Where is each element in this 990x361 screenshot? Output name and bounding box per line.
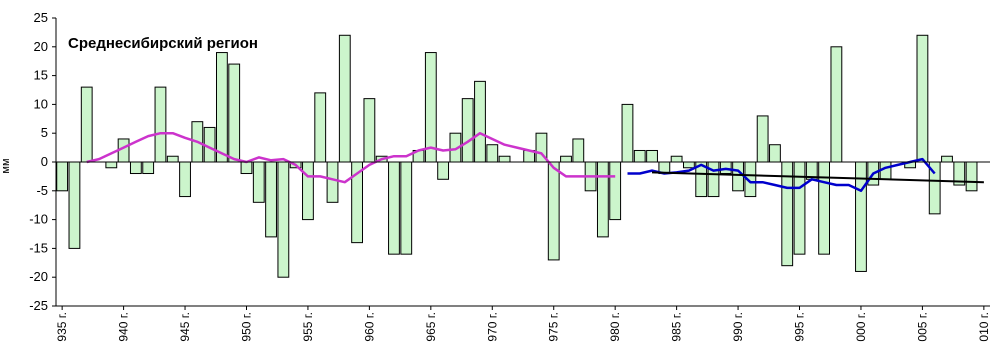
bar-1957: [326, 161, 339, 203]
bar-1949: [228, 63, 241, 163]
smoothed-lines: [86, 131, 984, 193]
bar-1992: [756, 115, 769, 163]
x-axis-ticks: 935 г. 940 г. 945 г. 950 г. 955 г. 960 г. 965 …: [55, 306, 990, 342]
y-tick-label: -25: [29, 298, 48, 313]
axes: [55, 18, 990, 307]
x-tick-label: 985 г.: [670, 312, 684, 342]
bar-1953: [277, 161, 290, 278]
bar-1977: [572, 138, 585, 163]
x-tick-label: 935 г.: [55, 312, 69, 342]
bar-1948: [216, 52, 228, 163]
y-tick-label: -10: [29, 212, 48, 227]
y-tick-label: 15: [34, 68, 48, 83]
y-axis-label: мм: [0, 158, 12, 173]
y-tick-label: -20: [29, 269, 48, 284]
x-tick-label: 010 г.: [977, 312, 990, 342]
bar-1944: [166, 155, 179, 163]
bar-1950: [240, 161, 253, 175]
bar-1956: [314, 92, 327, 163]
x-tick-label: 000 г.: [854, 312, 868, 342]
bar-1935: [56, 161, 69, 192]
bar-1990: [732, 161, 744, 192]
y-axis-ticks: 25 20 15 10 5 0 -5 -10 -15 -20 -25: [29, 10, 56, 313]
y-tick-label: -15: [29, 240, 48, 255]
x-tick-label: 945 г.: [178, 312, 192, 342]
bar-1970: [486, 144, 499, 163]
bar-1982: [633, 149, 646, 163]
x-tick-label: 955 г.: [301, 312, 315, 342]
x-tick-label: 950 г.: [240, 312, 254, 342]
bar-1960: [363, 98, 376, 163]
bar-1969: [474, 80, 486, 163]
series-line-1: [86, 131, 616, 184]
bar-1943: [154, 86, 167, 163]
bar-1986: [683, 161, 695, 169]
bar-1958: [338, 34, 351, 163]
x-tick-label: 965 г.: [424, 312, 438, 342]
bar-1939: [105, 161, 118, 169]
bar-1980: [609, 161, 622, 221]
bar-1998: [830, 46, 843, 163]
x-tick-label: 970 г.: [485, 312, 499, 342]
bar-1975: [547, 161, 560, 261]
bar-1952: [265, 161, 277, 238]
bar-1941: [129, 161, 142, 175]
y-tick-label: 0: [41, 154, 48, 169]
bar-1942: [142, 161, 155, 175]
bar-1994: [781, 161, 794, 267]
y-tick-label: 10: [34, 96, 48, 111]
bar-1963: [400, 161, 413, 255]
bar-1988: [707, 161, 720, 198]
bar-1937: [80, 86, 93, 163]
bar-1965: [424, 52, 437, 163]
x-tick-label: 960 г.: [362, 312, 376, 342]
bar-2007: [941, 155, 953, 163]
y-tick-label: 5: [41, 125, 48, 140]
x-tick-label: 995 г.: [793, 312, 807, 342]
x-tick-label: 940 г.: [117, 312, 131, 342]
series-line-3: [651, 171, 984, 184]
bar-1951: [252, 161, 265, 203]
bar-1979: [596, 161, 609, 238]
bar-2009: [965, 161, 978, 192]
bar-1968: [461, 98, 474, 163]
bar-1997: [818, 161, 830, 255]
chart-title: Среднесибирский регион: [68, 35, 258, 52]
x-tick-label: 990 г.: [731, 312, 745, 342]
y-tick-label: -5: [36, 183, 48, 198]
bar-1981: [621, 103, 634, 163]
x-tick-label: 980 г.: [608, 312, 622, 342]
bar-1966: [437, 161, 450, 180]
series-line-2: [627, 157, 936, 193]
y-tick-label: 20: [34, 39, 48, 54]
bar-1976: [560, 155, 572, 163]
bar-1962: [388, 161, 400, 255]
x-tick-label: 975 г.: [547, 312, 561, 342]
bar-1983: [646, 149, 658, 163]
bar-1971: [498, 155, 511, 163]
bar-1955: [302, 161, 314, 221]
y-tick-label: 25: [34, 10, 48, 25]
bar-1985: [670, 155, 683, 163]
anomaly-bars: [56, 34, 978, 278]
x-tick-label: 005 г.: [915, 312, 929, 342]
bar-1936: [68, 161, 81, 249]
bar-1945: [179, 161, 191, 198]
bar-2005: [916, 34, 929, 163]
bar-1993: [769, 144, 781, 163]
